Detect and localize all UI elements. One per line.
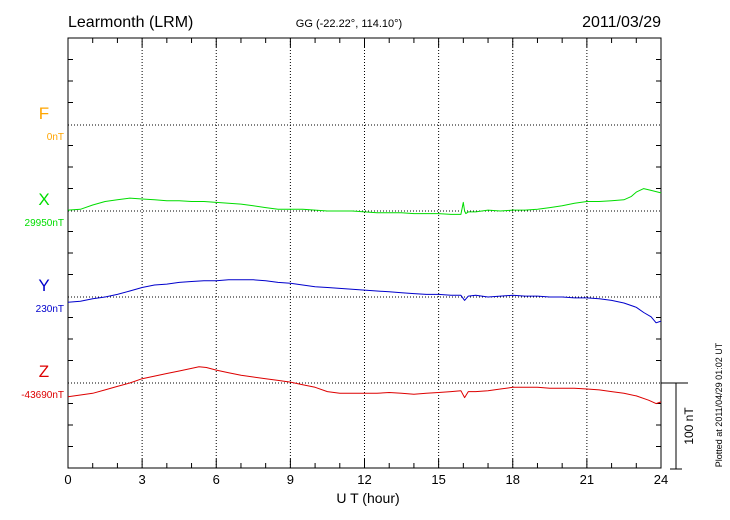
chart-subtitle: GG (-22.22°, 114.10°)	[296, 18, 402, 30]
series-baseline-x: 29950nT	[25, 218, 64, 229]
x-tick-label: 15	[431, 472, 445, 487]
x-tick-label: 12	[357, 472, 371, 487]
series-baseline-y: 230nT	[36, 304, 64, 315]
series-line-y	[67, 279, 662, 324]
chart-date: 2011/03/29	[582, 14, 661, 31]
series-line-x	[67, 188, 662, 215]
x-tick-label: 9	[287, 472, 294, 487]
series-baseline-z: -43690nT	[21, 390, 64, 401]
grid	[68, 38, 661, 468]
x-tick-label: 21	[580, 472, 594, 487]
x-tick-label: 24	[654, 472, 668, 487]
series-labels: F 0nT X 29950nT Y 230nT Z -43690nT	[21, 104, 64, 401]
x-tick-labels: 0 3 6 9 12 15 18 21 24	[64, 472, 668, 487]
axis-ticks	[67, 38, 662, 468]
footer-note: Plotted at 2011/04/29 01:02 UT	[714, 342, 724, 467]
scale-bar: 100 nT	[661, 382, 696, 470]
series-label-z: Z	[39, 362, 49, 381]
x-tick-label: 0	[64, 472, 71, 487]
x-tick-label: 6	[213, 472, 220, 487]
x-axis-label: U T (hour)	[336, 490, 399, 506]
series-label-x: X	[38, 190, 49, 209]
plot-frame	[67, 37, 662, 469]
chart-title: Learmonth (LRM)	[68, 14, 193, 31]
series-lines	[67, 188, 662, 405]
x-tick-label: 3	[139, 472, 146, 487]
series-label-y: Y	[38, 276, 49, 295]
x-tick-label: 18	[506, 472, 520, 487]
scale-bar-label: 100 nT	[682, 407, 696, 445]
series-label-f: F	[39, 104, 49, 123]
series-baseline-f: 0nT	[47, 132, 64, 143]
series-line-z	[67, 366, 662, 405]
